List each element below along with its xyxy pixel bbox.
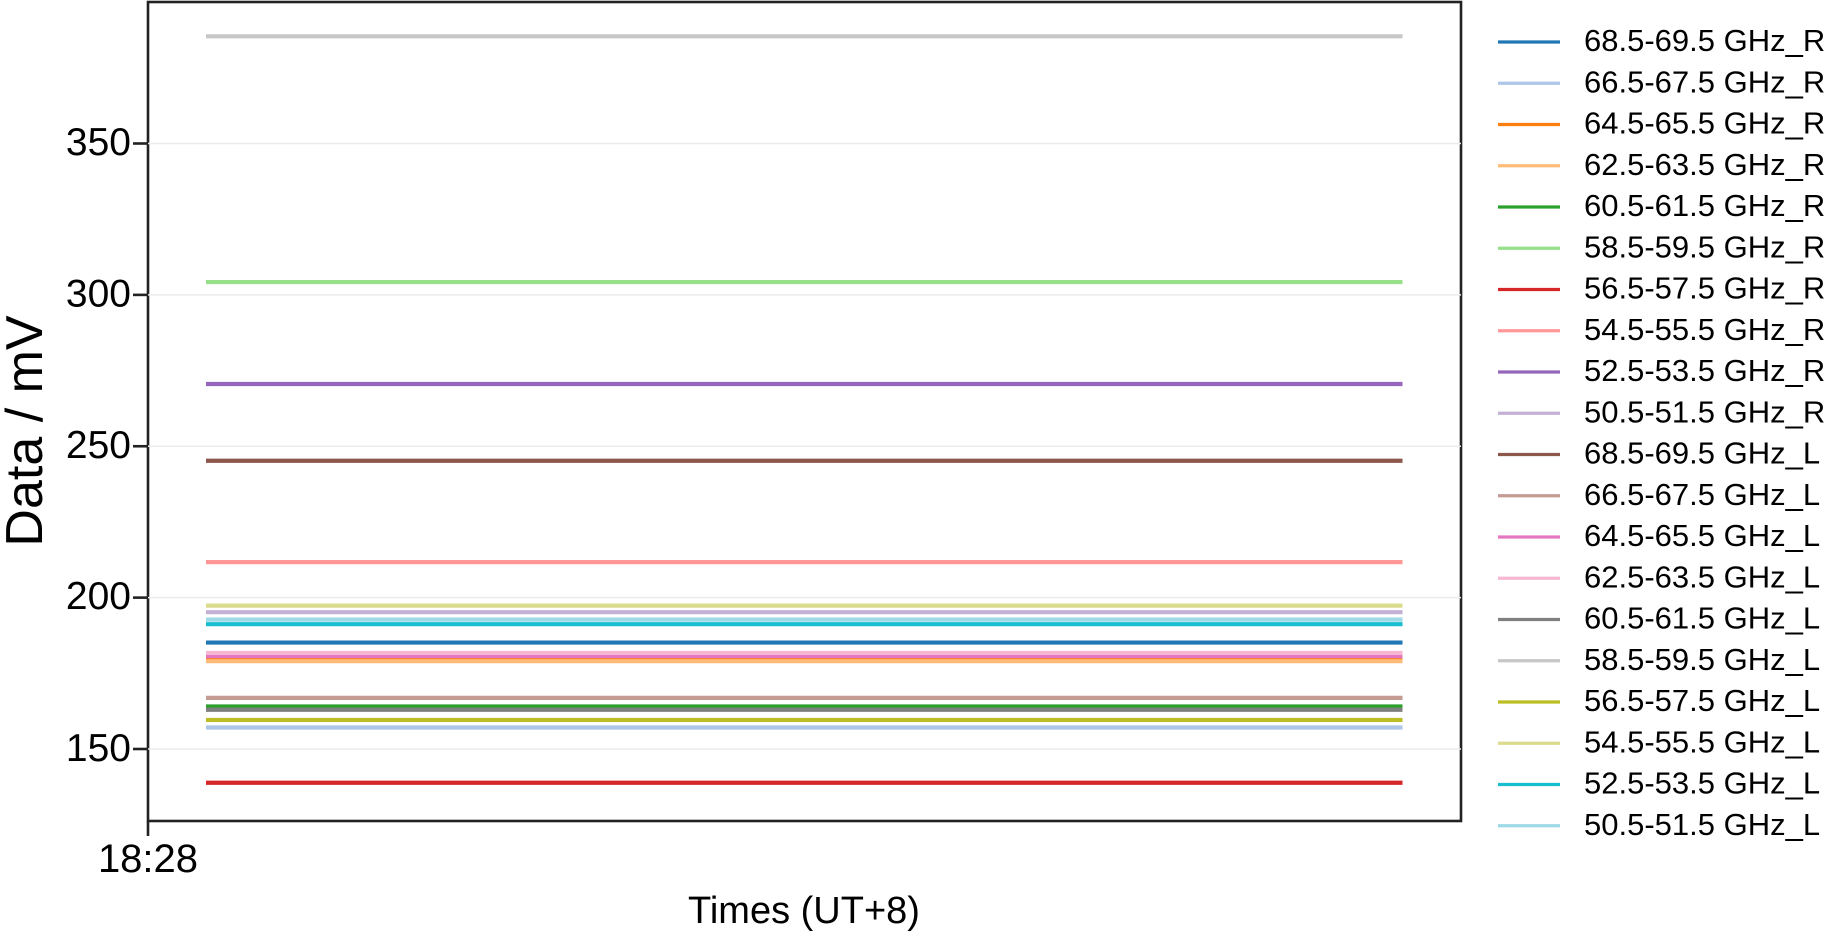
svg-text:18:28: 18:28 — [98, 837, 198, 881]
svg-text:58.5-59.5 GHz_R: 58.5-59.5 GHz_R — [1584, 229, 1825, 264]
svg-text:68.5-69.5 GHz_L: 68.5-69.5 GHz_L — [1584, 436, 1820, 471]
svg-text:Data / mV: Data / mV — [0, 315, 54, 546]
svg-text:50.5-51.5 GHz_R: 50.5-51.5 GHz_R — [1584, 394, 1825, 429]
svg-text:52.5-53.5 GHz_R: 52.5-53.5 GHz_R — [1584, 353, 1825, 388]
svg-text:64.5-65.5 GHz_R: 64.5-65.5 GHz_R — [1584, 106, 1825, 141]
svg-text:62.5-63.5 GHz_L: 62.5-63.5 GHz_L — [1584, 559, 1820, 594]
svg-text:66.5-67.5 GHz_R: 66.5-67.5 GHz_R — [1584, 64, 1825, 99]
svg-text:62.5-63.5 GHz_R: 62.5-63.5 GHz_R — [1584, 147, 1825, 182]
svg-text:52.5-53.5 GHz_L: 52.5-53.5 GHz_L — [1584, 766, 1820, 801]
svg-text:64.5-65.5 GHz_L: 64.5-65.5 GHz_L — [1584, 518, 1820, 553]
svg-text:66.5-67.5 GHz_L: 66.5-67.5 GHz_L — [1584, 477, 1820, 512]
svg-text:56.5-57.5 GHz_L: 56.5-57.5 GHz_L — [1584, 683, 1820, 718]
svg-text:350: 350 — [66, 121, 131, 164]
svg-text:200: 200 — [66, 575, 131, 618]
svg-text:250: 250 — [66, 424, 131, 467]
svg-text:60.5-61.5 GHz_L: 60.5-61.5 GHz_L — [1584, 601, 1820, 636]
svg-text:50.5-51.5 GHz_L: 50.5-51.5 GHz_L — [1584, 807, 1820, 842]
svg-text:68.5-69.5 GHz_R: 68.5-69.5 GHz_R — [1584, 23, 1825, 58]
svg-text:58.5-59.5 GHz_L: 58.5-59.5 GHz_L — [1584, 642, 1820, 677]
svg-text:300: 300 — [66, 273, 131, 316]
svg-text:56.5-57.5 GHz_R: 56.5-57.5 GHz_R — [1584, 271, 1825, 306]
svg-text:Times (UT+8): Times (UT+8) — [688, 890, 920, 932]
svg-text:60.5-61.5 GHz_R: 60.5-61.5 GHz_R — [1584, 188, 1825, 223]
svg-text:54.5-55.5 GHz_R: 54.5-55.5 GHz_R — [1584, 312, 1825, 347]
svg-text:150: 150 — [66, 727, 131, 770]
svg-text:54.5-55.5 GHz_L: 54.5-55.5 GHz_L — [1584, 724, 1820, 759]
